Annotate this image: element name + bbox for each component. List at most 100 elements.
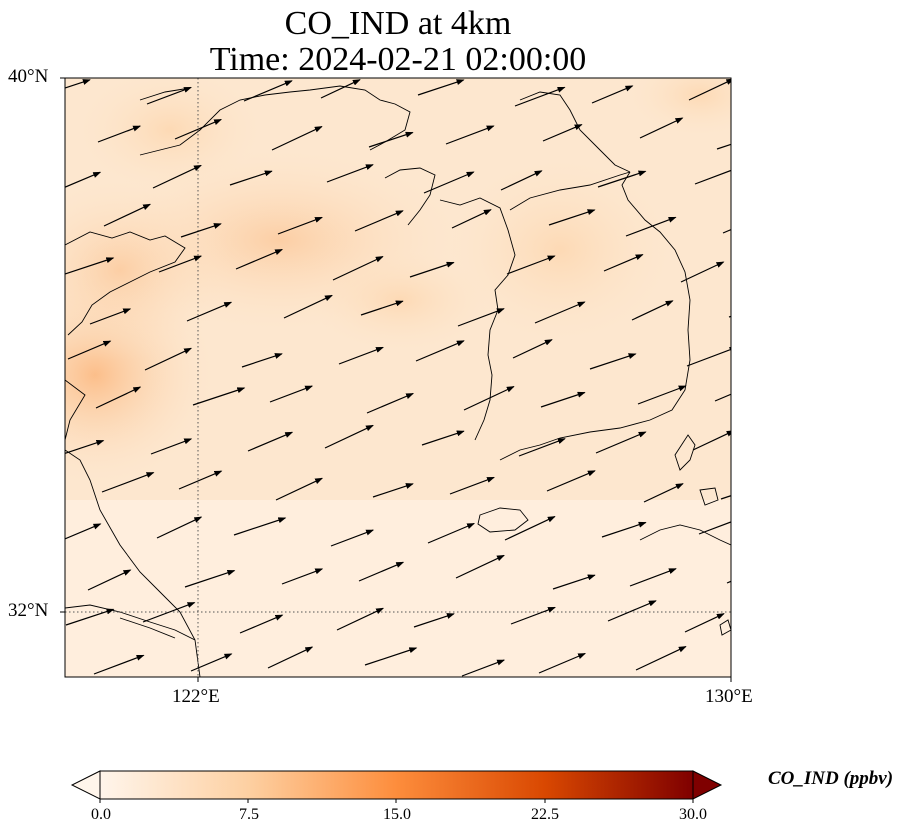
colorbar-tick-label: 7.5	[239, 806, 259, 823]
wind-arrow	[589, 353, 637, 370]
wind-arrow	[546, 470, 596, 492]
wind-arrow	[504, 516, 556, 541]
wind-arrow	[686, 346, 731, 367]
wind-arrow	[158, 255, 203, 273]
wind-arrow	[239, 614, 284, 634]
wind-arrow	[233, 517, 287, 536]
wind-arrow	[637, 385, 687, 405]
wind-arrow	[178, 470, 223, 490]
wind-arrow	[267, 646, 314, 669]
wind-arrow	[413, 613, 455, 628]
wind-arrow	[338, 346, 384, 365]
wind-arrow	[421, 430, 465, 446]
wind-arrow	[336, 607, 385, 631]
map-time-subtitle: Time: 2024-02-21 02:00:00	[209, 41, 587, 78]
wind-arrow	[601, 521, 647, 538]
wind-arrow	[415, 340, 465, 362]
wind-arrow	[500, 170, 543, 191]
colorbar-label: CO_IND (ppbv)	[768, 768, 894, 789]
wind-arrow	[698, 521, 731, 535]
wind-arrow	[146, 86, 192, 105]
wind-arrow	[639, 117, 684, 139]
wind-arrow	[247, 431, 294, 452]
wind-arrow	[542, 124, 583, 142]
map-frame	[64, 77, 732, 678]
wind-arrow	[174, 118, 223, 140]
wind-arrow	[65, 171, 102, 188]
wind-arrow	[243, 80, 293, 102]
wind-arrow	[65, 79, 91, 89]
wind-arrow	[277, 216, 323, 235]
lat-label-40n: 40°N	[8, 66, 49, 87]
wind-arrow	[548, 209, 596, 226]
wind-arrow	[552, 574, 596, 590]
wind-arrow	[89, 308, 132, 325]
wind-arrow	[694, 169, 731, 185]
wind-arrow	[692, 430, 731, 451]
wind-arrow	[142, 602, 196, 623]
wind-arrow	[364, 647, 418, 666]
wind-arrow	[461, 659, 506, 677]
wind-arrow	[95, 386, 142, 409]
wind-arrow	[281, 568, 324, 585]
wind-arrow	[103, 203, 152, 227]
colorbar	[70, 770, 723, 803]
wind-arrow	[283, 294, 333, 319]
wind-arrow	[368, 131, 414, 148]
wind-arrow	[595, 431, 647, 454]
wind-arrow	[603, 254, 644, 272]
wind-arrow	[184, 569, 236, 588]
wind-arrow	[372, 483, 414, 498]
wind-arrow	[591, 85, 634, 104]
wind-arrow	[445, 125, 495, 145]
wind-arrow	[722, 228, 731, 234]
wind-arrow	[629, 568, 677, 587]
wind-arrow	[360, 300, 404, 316]
wind-arrow	[643, 483, 684, 503]
wind-arrow	[65, 439, 105, 454]
wind-arrow	[631, 300, 674, 321]
wind-arrow	[156, 516, 203, 539]
wind-arrow	[65, 257, 115, 275]
wind-arrow	[65, 608, 115, 626]
wind-arrow	[332, 256, 384, 281]
wind-arrow	[186, 301, 233, 322]
lon-label-130e: 130°E	[705, 686, 753, 707]
wind-arrow	[688, 78, 731, 101]
wind-arrow	[680, 261, 725, 283]
wind-arrow	[506, 255, 556, 275]
wind-arrow	[455, 554, 505, 579]
wind-arrow	[728, 315, 731, 318]
wind-arrow	[101, 472, 155, 493]
wind-arrow	[417, 79, 465, 96]
colorbar-max-extend	[692, 770, 723, 800]
wind-arrow	[271, 126, 323, 151]
wind-arrow	[423, 171, 475, 194]
wind-arrow	[716, 143, 731, 150]
wind-arrow	[180, 223, 222, 238]
wind-arrow	[190, 653, 233, 672]
wind-arrow	[510, 606, 556, 625]
wind-arrow	[714, 393, 731, 402]
colorbar-tick-label: 15.0	[383, 806, 411, 823]
wind-arrow	[65, 523, 102, 540]
wind-arrow	[607, 600, 657, 622]
wind-arrow	[733, 653, 777, 668]
wind-arrow	[67, 340, 112, 360]
wind-arrow	[366, 392, 415, 414]
wind-arrow	[518, 438, 566, 457]
wind-arrow	[625, 216, 677, 237]
wind-arrow	[463, 386, 515, 411]
wind-arrow	[514, 86, 566, 107]
wind-arrow	[97, 125, 142, 143]
wind-arrow	[457, 308, 505, 327]
map-title: CO_IND at 4km	[284, 5, 512, 42]
colorbar-tick-label: 0.0	[91, 806, 111, 823]
wind-arrow	[93, 654, 145, 675]
colorbar-tick-label: 22.5	[531, 806, 559, 823]
wind-arrow	[597, 170, 647, 188]
wind-arrow	[534, 301, 586, 324]
wind-arrow	[229, 170, 273, 186]
wind-arrow	[512, 339, 553, 359]
